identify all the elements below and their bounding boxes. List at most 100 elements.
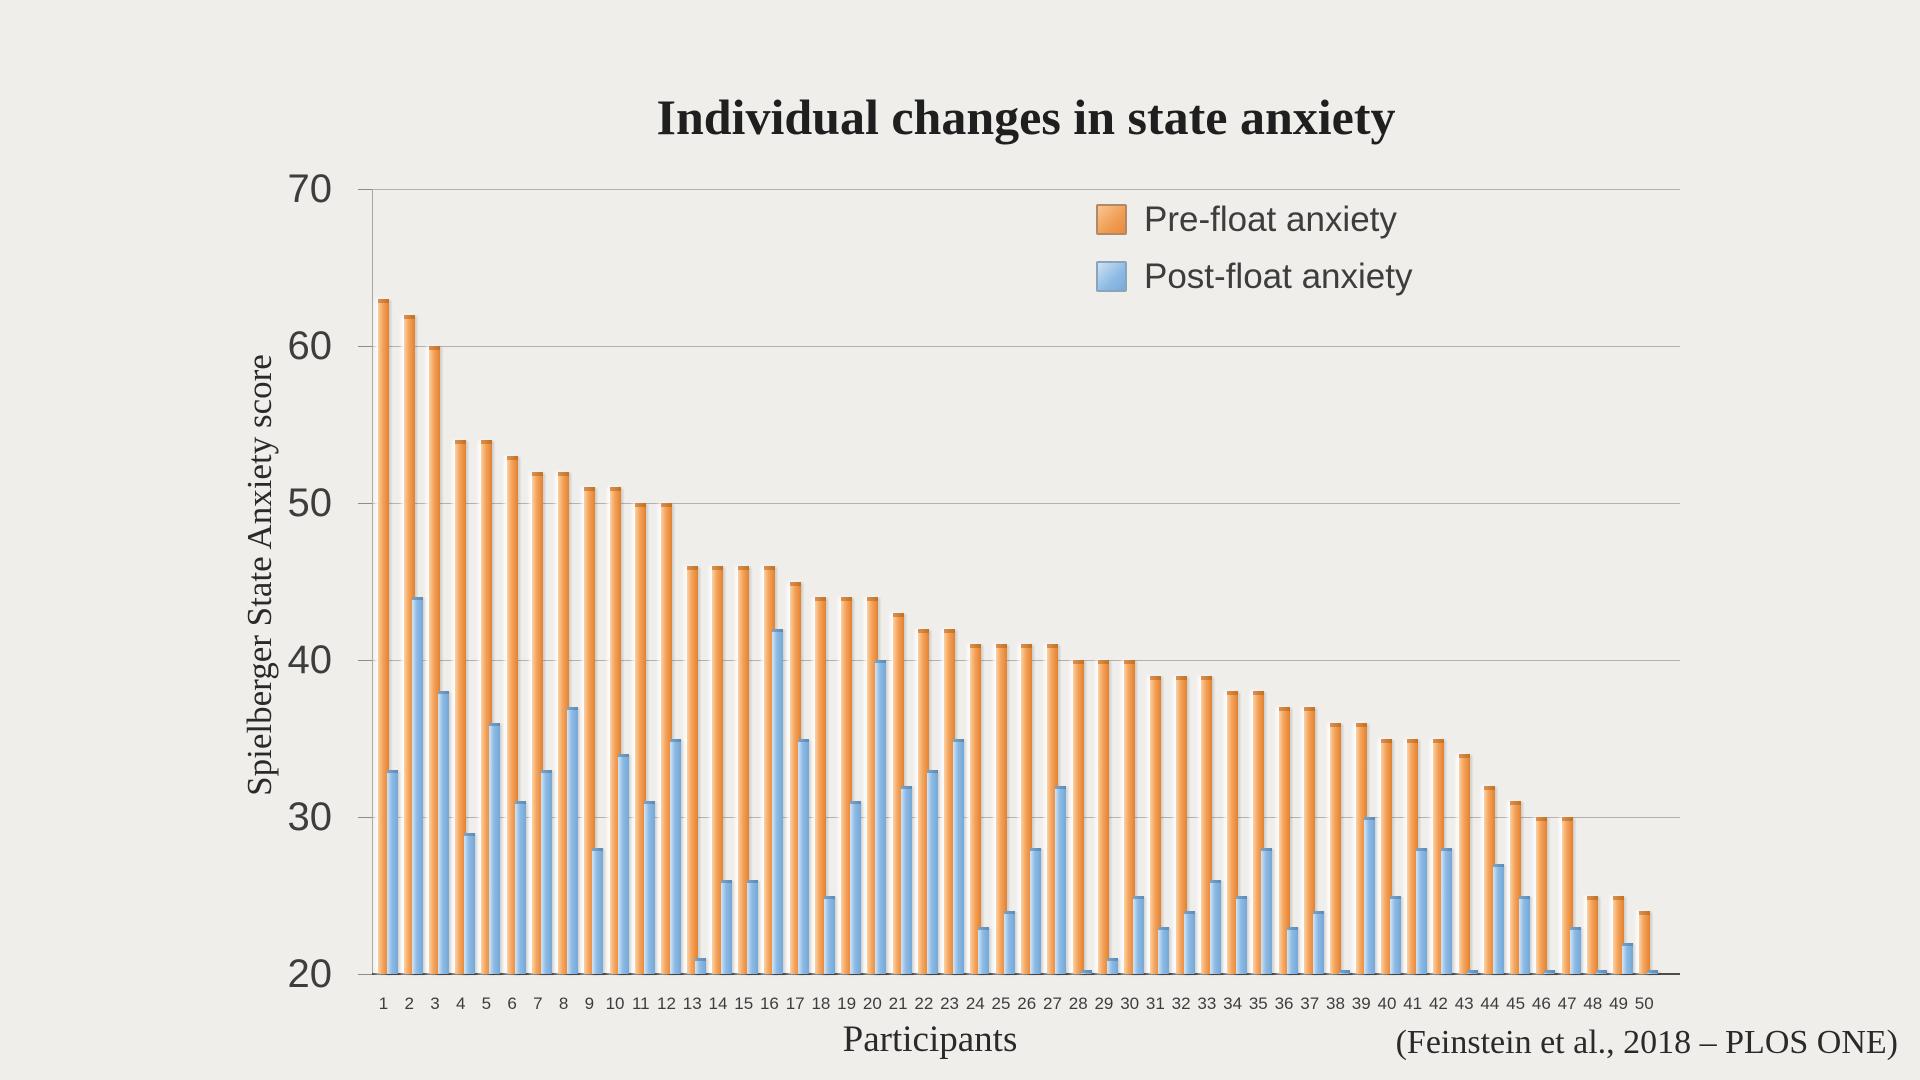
x-tick-label: 47 [1557,994,1577,1013]
post-float-bar [1441,848,1453,974]
x-tick-label: 13 [682,994,702,1013]
pre-float-bar [1124,660,1136,974]
gridline [372,346,1680,347]
post-float-bar [695,958,707,974]
post-float-bar [463,832,475,974]
x-tick-label: 1 [378,994,389,1013]
pre-float-bar [635,503,647,974]
pre-float-bar [429,346,441,974]
y-tick-mark [358,660,372,661]
post-float-bar [1209,879,1221,974]
y-tick-mark [358,974,372,975]
post-float-bar [978,926,990,974]
y-tick-label: 70 [287,167,333,211]
x-tick-label: 40 [1377,994,1397,1013]
pre-float-bar [763,565,775,974]
pre-float-bar [1252,691,1264,974]
post-float-bar [1287,926,1299,974]
y-tick-label: 20 [287,952,333,996]
x-tick-label: 16 [759,994,779,1013]
post-float-bar [823,895,835,974]
x-tick-label: 34 [1223,994,1243,1013]
x-tick-label: 27 [1043,994,1062,1013]
post-float-bar [1492,864,1504,974]
x-tick-label: 45 [1506,994,1526,1013]
pre-float-bar [1330,722,1341,974]
pre-float-bar [1510,801,1522,974]
post-float-bar [1415,848,1427,974]
x-tick-label: 36 [1274,994,1294,1013]
pre-float-bar [944,628,956,974]
post-float-bar [1029,848,1041,974]
pre-float-bar [506,455,518,974]
pre-float-bar [866,597,878,974]
post-float-bar [1081,970,1093,974]
post-float-bar [540,769,552,974]
post-float-bar [875,660,887,974]
pre-float-bar [1458,754,1470,974]
citation: (Feinstein et al., 2018 – PLOS ONE) [1395,1024,1898,1061]
x-tick-label: 23 [940,994,959,1013]
x-tick-label: 31 [1145,994,1165,1013]
x-tick-label: 46 [1531,994,1551,1013]
post-float-bar [1364,817,1376,974]
post-float-bar [1106,958,1118,974]
post-float-bar [515,801,527,974]
y-tick-label: 40 [287,638,333,682]
x-tick-label: 33 [1197,994,1217,1013]
legend-item-pre-float: Pre-float anxiety [1096,202,1412,237]
x-tick-label: 9 [584,994,595,1013]
pre-float-bar [1021,644,1033,974]
x-tick-label: 21 [888,994,908,1013]
gridline [372,189,1680,190]
x-tick-label: 39 [1351,994,1371,1013]
pre-float-bar [1046,644,1058,974]
pre-float-bar [1381,738,1393,974]
pre-float-bar [661,503,673,974]
pre-float-bar [1304,707,1316,974]
post-float-bar [643,801,655,974]
x-tick-label: 22 [914,994,934,1013]
x-tick-label: 43 [1454,994,1474,1013]
x-tick-label: 48 [1583,994,1603,1013]
post-float-swatch-icon [1096,261,1127,292]
pre-float-bar [455,440,467,974]
post-float-bar [669,738,681,974]
legend: Pre-float anxiety Post-float anxiety [1096,202,1412,316]
legend-label: Post-float anxiety [1144,257,1413,296]
x-tick-label: 5 [481,994,492,1013]
x-tick-label: 50 [1634,994,1654,1013]
pre-float-bar [1175,675,1187,974]
x-tick-label: 49 [1609,994,1628,1013]
x-tick-label: 29 [1094,994,1114,1013]
x-tick-label: 19 [837,994,857,1013]
x-tick-label: 24 [965,994,985,1013]
pre-float-bar [712,565,724,974]
post-float-bar [1389,895,1401,974]
post-float-bar [1621,942,1633,974]
post-float-bar [412,597,424,974]
y-tick-label: 60 [287,324,333,368]
pre-float-bar [1613,895,1625,974]
x-tick-label: 2 [404,994,414,1013]
pre-float-bar [1407,738,1419,974]
x-tick-label: 25 [991,994,1011,1013]
post-float-bar [720,879,732,974]
x-tick-label: 12 [657,994,676,1013]
y-axis-title: Spielberger State Anxiety score [240,354,279,796]
x-tick-label: 7 [533,994,543,1013]
pre-float-bar [1227,691,1239,974]
y-tick-label: 50 [287,481,333,525]
pre-float-bar [686,565,698,974]
gridline [372,503,1680,504]
post-float-bar [926,769,938,974]
y-tick-label: 30 [287,795,333,839]
pre-float-bar [1355,722,1367,974]
x-tick-label: 30 [1120,994,1140,1013]
chart-title: Individual changes in state anxiety [656,89,1396,145]
pre-float-bar [1278,707,1290,974]
x-tick-label: 6 [507,994,517,1013]
x-tick-label: 3 [430,994,440,1013]
y-axis-line [372,189,373,974]
pre-float-bar [1149,675,1161,974]
